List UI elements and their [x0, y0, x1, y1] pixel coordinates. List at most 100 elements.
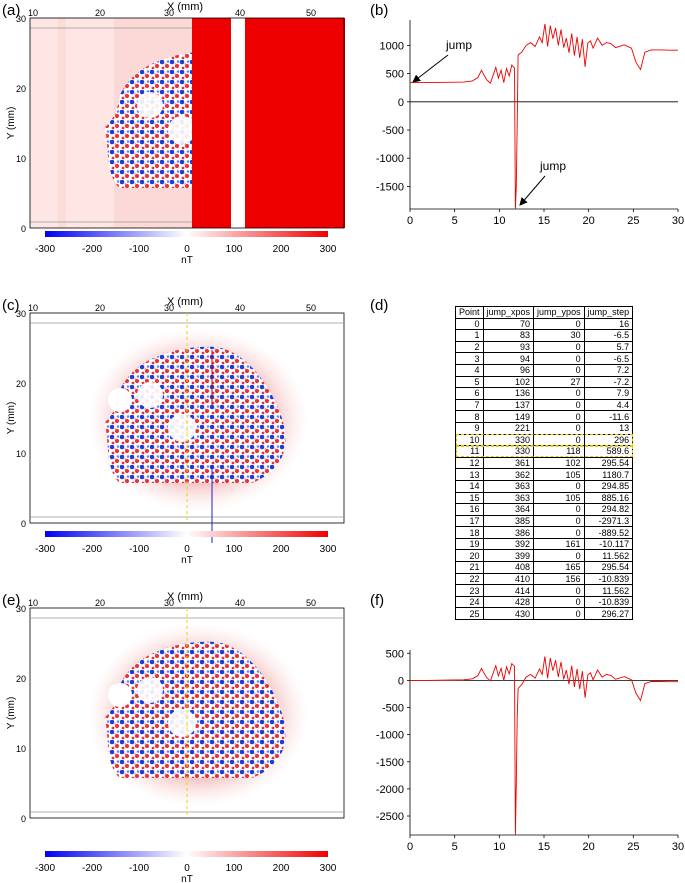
- table-cell: 13: [583, 421, 634, 435]
- table-cell: 0: [455, 317, 484, 331]
- table-row: 12 361 102 295.54: [455, 456, 634, 470]
- table-row: 21 408 165 295.54: [455, 561, 634, 574]
- x-tick-label: 0: [407, 215, 413, 227]
- panel-label-f: (f): [370, 592, 385, 609]
- table-row: 14 363 0 294.85: [455, 479, 634, 493]
- table-cell: 0: [533, 317, 585, 331]
- y-tick-label: 0: [398, 97, 404, 109]
- x-tick-40: 40: [235, 8, 245, 18]
- table-row: 17 385 0 -2971.3: [455, 514, 634, 528]
- table-cell: 295.54: [583, 561, 634, 574]
- table-cell: 6: [455, 387, 484, 400]
- x-tick-label: 25: [627, 215, 639, 227]
- table-cell: 137: [482, 398, 535, 412]
- col-header-point: Point: [455, 306, 484, 319]
- table-cell: 21: [455, 561, 484, 574]
- y-tick-30: 30: [16, 14, 26, 24]
- table-cell: 105: [533, 491, 585, 505]
- table-cell: 7: [455, 398, 484, 412]
- table-cell: 4.4: [583, 398, 634, 412]
- table-row: 0 70 0 16: [455, 317, 634, 331]
- table-row: 16 364 0 294.82: [455, 503, 634, 516]
- y-tick-label: -1000: [376, 153, 404, 165]
- table-row: 22 410 156 -10.839: [455, 572, 634, 586]
- cb-tick-0: 0: [184, 244, 190, 255]
- y-tick-label: 500: [386, 648, 404, 660]
- table-cell: -11.6: [583, 410, 634, 423]
- table-cell: 0: [533, 479, 585, 493]
- table-row: 9 221 0 13: [455, 421, 634, 435]
- jump-arrow-top: [412, 54, 449, 83]
- table-cell: 11.562: [583, 549, 634, 563]
- table-row: 1 83 30 -6.5: [455, 329, 634, 342]
- y-axis-title-c: Y (mm): [6, 402, 17, 435]
- col-header-ypos: jump_ypos: [533, 306, 585, 319]
- cb-c-neg200: -200: [82, 544, 102, 555]
- table-cell: 1180.7: [583, 468, 634, 481]
- table-cell: 0: [533, 607, 585, 621]
- x-tick-40-c: 40: [235, 303, 245, 313]
- table-cell: 23: [455, 584, 484, 597]
- x-tick-label: 20: [583, 841, 595, 853]
- red-block-2: [245, 18, 345, 228]
- table-cell: 364: [482, 503, 535, 516]
- table-cell: 414: [482, 584, 535, 597]
- x-tick-label: 5: [452, 215, 458, 227]
- map-a-frame: [29, 17, 345, 229]
- table-cell: 330: [482, 433, 535, 447]
- y-tick-label: -1500: [376, 181, 404, 193]
- table-cell: 11: [455, 445, 484, 458]
- red-block-1: [192, 18, 231, 228]
- table-cell: 17: [455, 514, 484, 528]
- colorbar-unit-c: nT: [181, 555, 193, 566]
- y-tick-label: 0: [398, 675, 404, 687]
- table-row: 3 94 0 -6.5: [455, 352, 634, 365]
- cb-tick-neg200: -200: [82, 244, 102, 255]
- x-tick-50: 50: [306, 8, 316, 18]
- table-cell: 156: [533, 572, 585, 586]
- x-tick-10-c: 10: [28, 303, 38, 313]
- table-cell: -7.2: [583, 375, 634, 389]
- table-row: 19 392 161 -10.117: [455, 537, 634, 551]
- table-cell: 11.562: [583, 584, 634, 597]
- table-cell: 408: [482, 561, 535, 574]
- table-row: 5 102 27 -7.2: [455, 375, 634, 389]
- x-tick-30-e: 30: [164, 598, 174, 608]
- table-cell: 0: [533, 340, 585, 354]
- table-cell: 102: [482, 375, 535, 389]
- table-cell: 16: [583, 317, 634, 331]
- map-a: 10 20 30 40 50 X (mm) 0 10 20 30 Y (mm) …: [6, 1, 345, 266]
- table-cell: 221: [482, 421, 535, 435]
- table-cell: 7.2: [583, 363, 634, 377]
- table-cell: 361: [482, 456, 535, 470]
- map-c: X (mm) 10 20 30 40 50 0 10 20 30 Y (mm) …: [6, 296, 345, 566]
- table-cell: 0: [533, 514, 585, 528]
- jump-annotation-bottom: jump: [539, 159, 566, 173]
- y-tick-10: 10: [16, 154, 26, 164]
- y-axis-title-e: Y (mm): [6, 697, 17, 730]
- table-cell: 363: [482, 479, 535, 493]
- table-cell: 386: [482, 526, 535, 539]
- map-e: X (mm) 10 20 30 40 50 0 10 20 30 Y (mm) …: [6, 591, 345, 883]
- y-tick-label: -1000: [376, 730, 404, 742]
- sample-blob-e: [104, 641, 286, 778]
- table-cell: -10.839: [583, 595, 634, 609]
- table-cell: 7.9: [583, 387, 634, 400]
- x-tick-label: 15: [538, 215, 550, 227]
- table-cell: 428: [482, 595, 535, 609]
- cb-c-300: 300: [320, 544, 337, 555]
- x-tick-10-e: 10: [28, 598, 38, 608]
- panel-label-d: (d): [370, 297, 389, 314]
- cb-e-neg200: -200: [82, 863, 102, 874]
- table-cell: 0: [533, 387, 585, 400]
- table-cell: -2971.3: [583, 514, 634, 528]
- cb-e-200: 200: [273, 863, 290, 874]
- panel-label-b: (b): [370, 2, 389, 19]
- x-tick-50-c: 50: [306, 303, 316, 313]
- table-cell: 15: [455, 491, 484, 505]
- y-ticks-a: 0 10 20 30: [16, 14, 26, 234]
- table-row: 7 137 0 4.4: [455, 398, 634, 412]
- table-cell: 9: [455, 421, 484, 435]
- table-cell: 8: [455, 410, 484, 423]
- x-tick-label: 15: [538, 841, 550, 853]
